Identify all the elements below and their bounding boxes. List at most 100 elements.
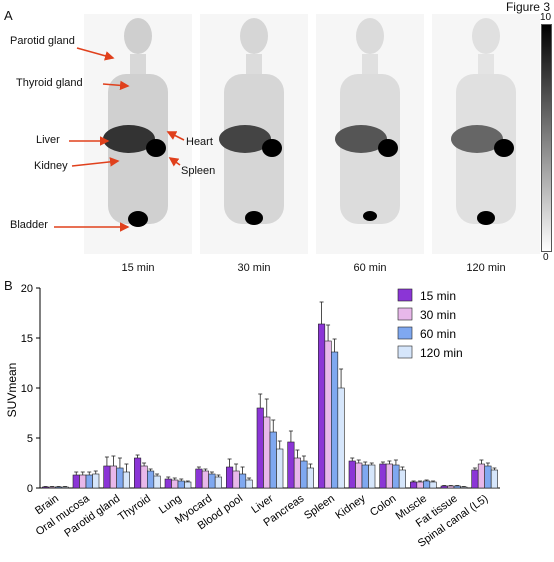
- panel-b-label: B: [4, 278, 13, 293]
- arrow-thyroid: [102, 80, 130, 91]
- bar: [331, 351, 339, 489]
- legend-swatch: [397, 288, 413, 302]
- pet-body-60min: [335, 18, 400, 224]
- bar: [368, 464, 376, 489]
- bar: [276, 448, 284, 489]
- arrow-spleen: [168, 157, 181, 167]
- figure-label: Figure 3: [505, 0, 550, 14]
- y-axis-label: SUVmean: [5, 363, 19, 418]
- bar: [103, 465, 111, 489]
- bar: [300, 460, 308, 489]
- x-tick-label: Spleen: [302, 493, 337, 522]
- bar: [147, 470, 155, 489]
- legend-swatch: [397, 307, 413, 321]
- bar: [318, 323, 326, 489]
- bar: [256, 407, 264, 489]
- bar: [471, 469, 479, 489]
- bar: [385, 463, 393, 489]
- y-tick-label: 10: [21, 383, 33, 395]
- panel-a-label: A: [4, 8, 13, 23]
- bar: [337, 387, 345, 489]
- y-tick-label: 0: [27, 483, 33, 495]
- bar: [398, 469, 406, 489]
- bar: [61, 486, 69, 489]
- bar: [355, 462, 363, 489]
- bar: [164, 478, 172, 489]
- bar: [201, 470, 209, 489]
- pet-scan-30min: [200, 14, 308, 254]
- pet-scan-120min: [432, 14, 540, 254]
- legend-label: 120 min: [420, 346, 463, 360]
- bar: [92, 473, 100, 489]
- bar: [287, 441, 295, 489]
- label-bladder: Bladder: [10, 219, 48, 231]
- label-kidney: Kidney: [34, 160, 68, 172]
- time-label-30min: 30 min: [237, 262, 271, 274]
- bar: [79, 474, 87, 489]
- bar: [440, 485, 448, 489]
- bar: [429, 481, 437, 489]
- bar: [447, 485, 455, 489]
- bar: [484, 465, 492, 489]
- bar: [232, 470, 240, 489]
- bar: [293, 457, 301, 489]
- bar: [269, 431, 277, 489]
- bar: [122, 471, 130, 489]
- bar: [245, 479, 253, 489]
- bar: [306, 467, 314, 489]
- label-spleen: Spleen: [181, 165, 216, 177]
- time-label-120min: 120 min: [466, 262, 506, 274]
- bar: [416, 481, 424, 489]
- arrow-heart: [166, 131, 185, 141]
- label-heart: Heart: [186, 136, 213, 148]
- y-tick-label: 15: [21, 333, 33, 345]
- bar: [85, 474, 93, 489]
- bar: [324, 340, 332, 489]
- label-thyroid-gland: Thyroid gland: [16, 77, 83, 89]
- pet-body-30min: [219, 18, 284, 225]
- bar: [361, 464, 369, 489]
- legend-swatch: [397, 326, 413, 340]
- pet-scan-60min: [316, 14, 424, 254]
- time-label-15min: 15 min: [121, 262, 155, 274]
- chart-bars: [42, 301, 498, 489]
- bar: [453, 485, 461, 489]
- arrow-kidney: [71, 157, 120, 167]
- bar: [410, 481, 418, 489]
- bar: [379, 463, 387, 489]
- bar: [140, 465, 148, 489]
- bar: [134, 457, 142, 489]
- colorbar-min-label: 0: [543, 252, 549, 263]
- bar: [153, 475, 161, 489]
- x-tick-label: Kidney: [333, 492, 368, 521]
- bar: [490, 469, 498, 489]
- arrow-parotid: [76, 47, 115, 61]
- legend-swatch: [397, 345, 413, 359]
- y-tick-label: 5: [27, 433, 33, 445]
- bar: [116, 467, 124, 489]
- bar: [214, 476, 222, 489]
- pet-body-15min: [103, 18, 168, 227]
- legend-label: 60 min: [420, 327, 456, 341]
- bar: [423, 480, 431, 489]
- bar: [109, 465, 117, 489]
- bar: [226, 466, 234, 489]
- bar: [42, 486, 50, 489]
- bar: [195, 468, 203, 489]
- bar: [208, 473, 216, 489]
- bar: [48, 486, 56, 489]
- x-tick-label: Thyroid: [116, 493, 153, 524]
- label-liver: Liver: [36, 134, 60, 146]
- bar: [171, 479, 179, 489]
- y-tick-label: 20: [21, 283, 33, 295]
- bar: [72, 474, 80, 489]
- time-label-60min: 60 min: [353, 262, 387, 274]
- legend-label: 15 min: [420, 289, 456, 303]
- bar: [348, 460, 356, 489]
- bar: [177, 480, 185, 489]
- x-tick-label: Colon: [368, 493, 398, 519]
- chart-legend: 15 min 30 min 60 min 120 min: [397, 288, 463, 360]
- bar: [55, 486, 63, 489]
